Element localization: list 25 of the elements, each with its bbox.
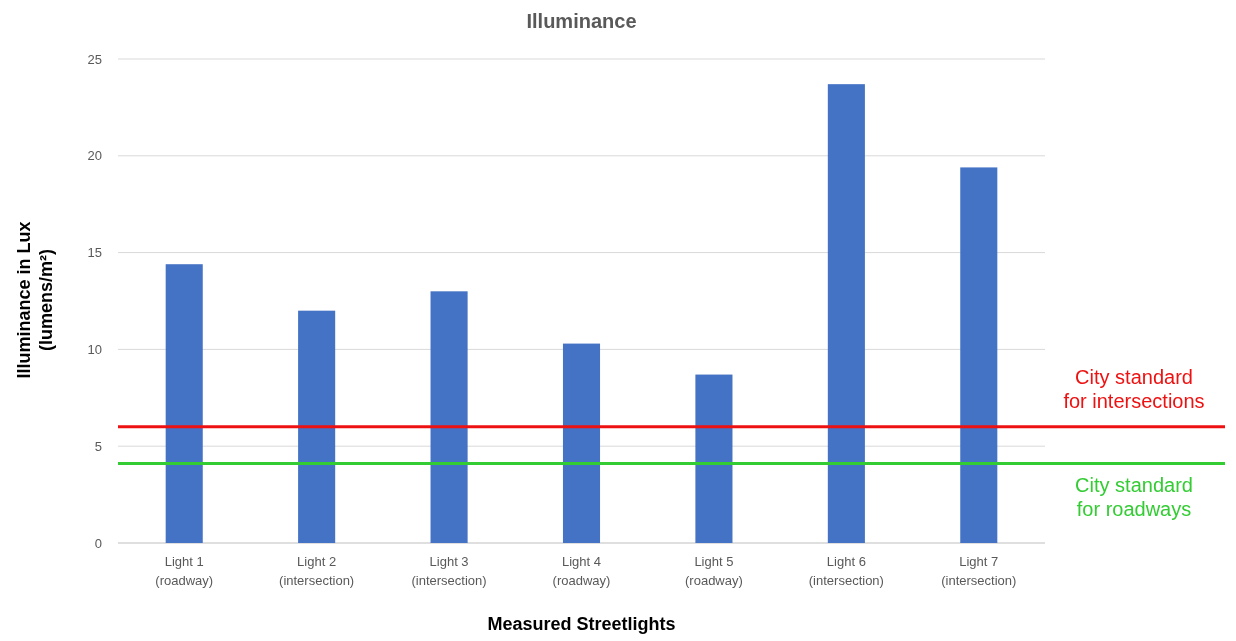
y-tick-label: 15 [87,245,102,261]
x-tick-label: Light 3 (intersection) [411,554,487,588]
x-tick-label: Light 7 (intersection) [941,554,1017,588]
bar [695,374,733,543]
x-axis-title: Measured Streetlights [487,614,676,634]
bar [165,264,203,543]
y-tick-label: 10 [87,341,102,357]
bar [298,310,336,543]
x-tick-label: Light 4 (roadway) [552,554,611,588]
x-tick-label: Light 6 (intersection) [808,554,884,588]
y-axis-title: Illuminance in Lux (lumens/m²) [14,221,56,379]
ref-line-label: City standard for intersections [1063,366,1205,412]
bar [827,84,865,543]
bar [562,343,601,543]
bar [960,167,998,543]
x-tick-label: Light 5 (roadway) [685,554,743,588]
x-tick-label: Light 2 (intersection) [279,554,355,588]
chart-title: Illuminance [526,10,637,32]
y-tick-label: 25 [87,51,102,67]
y-tick-label: 5 [94,438,102,454]
bar [430,291,468,543]
ref-line-label: City standard for roadways [1075,474,1193,520]
y-tick-label: 20 [87,148,102,164]
y-tick-label: 0 [94,535,102,551]
x-tick-label: Light 1 (roadway) [155,554,214,588]
